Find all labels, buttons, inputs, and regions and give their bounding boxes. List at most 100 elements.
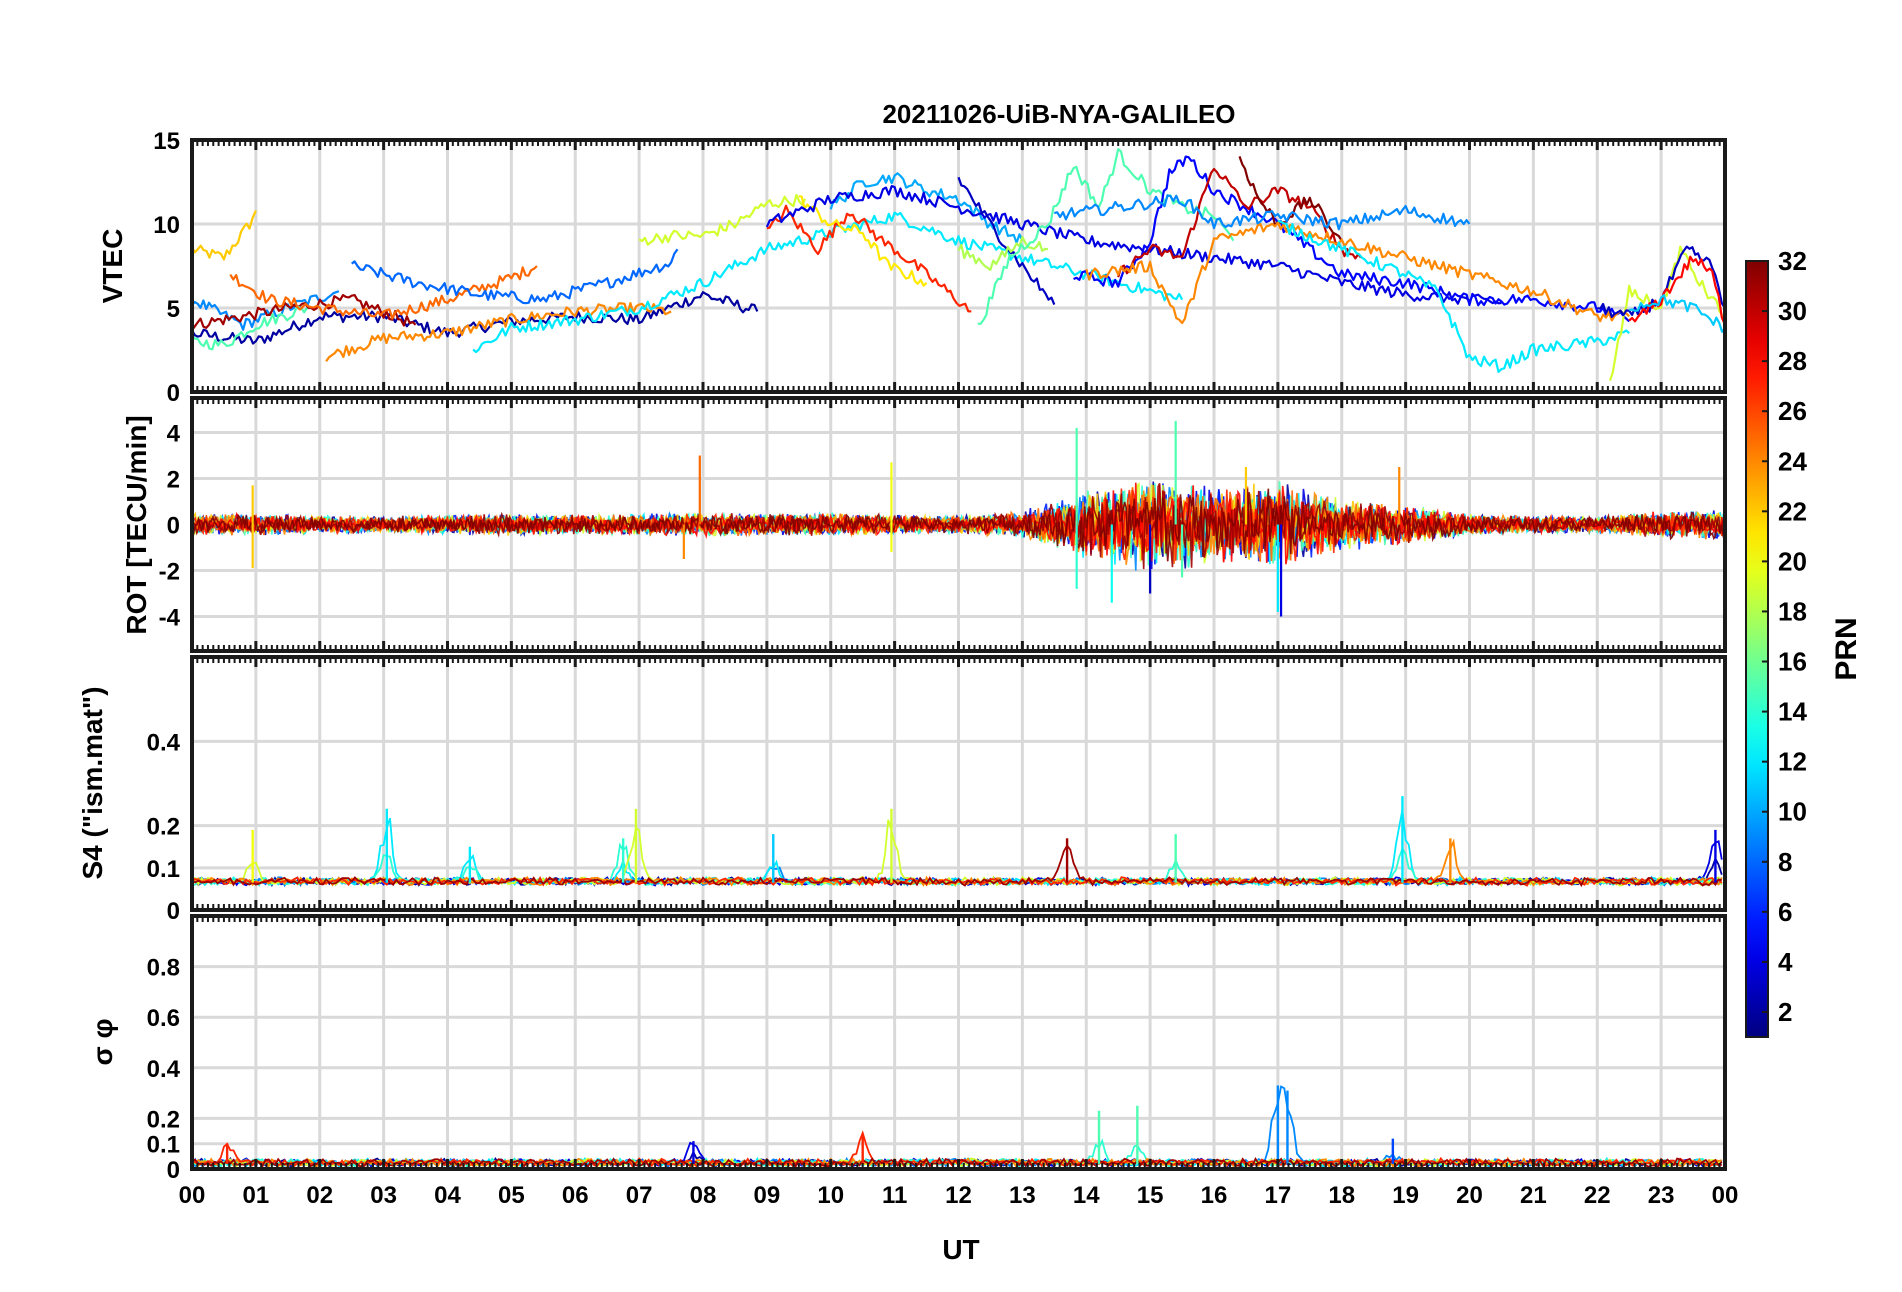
x-tick-label: 06 <box>562 1182 589 1209</box>
y-tick-label: 0 <box>167 1157 180 1184</box>
colorbar-label: PRN <box>1830 617 1863 680</box>
panel-rot: -4 -2 0 2 4 ROT [TECU/min] <box>121 396 1727 653</box>
colorbar-tick-label: 26 <box>1778 396 1807 426</box>
x-tick-label: 11 <box>882 1182 907 1209</box>
colorbar-tick-label: 8 <box>1778 847 1792 877</box>
panel-s4-data <box>192 796 1723 888</box>
y-tick-label: 0.6 <box>147 1005 180 1032</box>
y-tick-label: 0 <box>167 898 180 925</box>
colorbar-tick-label: 20 <box>1778 546 1807 576</box>
colorbar-tick-label: 22 <box>1778 496 1807 526</box>
colorbar-tick-label: 2 <box>1778 997 1792 1027</box>
x-tick-label: 00 <box>1712 1182 1739 1209</box>
y-tick-label: 10 <box>153 212 180 239</box>
colorbar-tick-label: 14 <box>1778 697 1807 727</box>
rot-trace-prn-32 <box>192 488 1725 562</box>
y-tick-label: 5 <box>167 296 180 323</box>
series-prn-4 <box>765 185 1502 305</box>
y-tick-label: 2 <box>167 467 180 494</box>
x-tick-label: 18 <box>1328 1182 1355 1209</box>
x-tick-label: 23 <box>1648 1182 1675 1209</box>
trace-prn-31 <box>192 844 1722 888</box>
y-tick-label: 0 <box>167 513 180 540</box>
series-prn-31 <box>192 294 417 331</box>
series-prn-25 <box>229 265 538 320</box>
series-prn-10 <box>829 172 1024 244</box>
x-tick-label: 08 <box>690 1182 717 1209</box>
colorbar-tick-label: 24 <box>1778 446 1807 476</box>
series-prn-9 <box>1054 194 1471 231</box>
colorbar-tick-label: 12 <box>1778 747 1807 777</box>
x-tick-label: 07 <box>626 1182 653 1209</box>
x-tick-label: 09 <box>754 1182 781 1209</box>
x-tick-label: 20 <box>1456 1182 1483 1209</box>
series-prn-24 <box>1085 221 1630 325</box>
colorbar-tick-label: 4 <box>1778 947 1793 977</box>
x-tick-label: 21 <box>1520 1182 1547 1209</box>
x-tick-label: 02 <box>306 1182 333 1209</box>
panel-vtec-data <box>192 148 1725 381</box>
series-prn-8 <box>351 248 679 305</box>
y-tick-label: 0.1 <box>147 1132 180 1159</box>
x-tick-label: 19 <box>1392 1182 1419 1209</box>
colorbar-tick-label: 28 <box>1778 346 1807 376</box>
series-prn-11 <box>1629 294 1725 333</box>
y-tick-label: 0.8 <box>147 955 180 982</box>
chart-title: 20211026-UiB-NYA-GALILEO <box>882 99 1235 129</box>
series-prn-28 <box>1628 255 1725 326</box>
x-tick-label: 13 <box>1009 1182 1036 1209</box>
colorbar-gradient <box>1745 260 1769 1038</box>
colorbar-tick-label: 32 <box>1778 246 1807 276</box>
x-tick-label: 04 <box>434 1182 461 1209</box>
series-prn-27 <box>766 204 972 313</box>
colorbar-tick-label: 18 <box>1778 596 1807 626</box>
y-tick-label: -4 <box>159 605 181 632</box>
series-prn-22 <box>192 210 257 261</box>
x-tick-label: 17 <box>1265 1182 1292 1209</box>
y-axis-label-sigma_phi: σ φ <box>87 1019 118 1066</box>
x-tick-label: 03 <box>370 1182 397 1209</box>
x-tick-label: 05 <box>498 1182 525 1209</box>
y-tick-label: 0.2 <box>147 814 180 841</box>
x-tick-label: 01 <box>243 1182 270 1209</box>
rot-trace-prn-31 <box>192 483 1725 570</box>
y-tick-label: 0 <box>167 380 180 407</box>
series-prn-12 <box>1277 219 1630 373</box>
panel-vtec: 0 5 10 15 VTEC <box>97 128 1727 407</box>
y-tick-label: -2 <box>159 559 180 586</box>
colorbar-tick-label: 16 <box>1778 647 1807 677</box>
colorbar-tick-label: 30 <box>1778 296 1807 326</box>
y-axis-label-s4: S4 ("ism.mat") <box>77 686 108 879</box>
x-axis-label: UT <box>942 1234 979 1265</box>
panel-rot-data <box>192 421 1725 617</box>
panel-s4: 0 0.1 0.2 0.4 S4 ("ism.mat") <box>77 655 1727 925</box>
series-prn-18 <box>957 236 1049 271</box>
x-tick-label: 10 <box>817 1182 844 1209</box>
y-axis-label-vtec: VTEC <box>97 229 128 304</box>
y-tick-label: 0.4 <box>147 1056 181 1083</box>
series-prn-15 <box>977 148 1235 325</box>
x-tick-label: 15 <box>1137 1182 1164 1209</box>
series-prn-15 <box>192 305 308 351</box>
y-tick-label: 4 <box>167 421 181 448</box>
y-tick-label: 0.4 <box>147 729 181 756</box>
series-prn-19 <box>638 193 807 246</box>
y-axis-label-rot: ROT [TECU/min] <box>121 415 152 634</box>
x-tick-label: 12 <box>945 1182 972 1209</box>
x-tick-label: 14 <box>1073 1182 1100 1209</box>
x-tick-label: 00 <box>179 1182 206 1209</box>
x-tick-label: 16 <box>1201 1182 1228 1209</box>
series-prn-5 <box>1073 155 1630 323</box>
y-tick-label: 0.1 <box>147 856 180 883</box>
y-tick-label: 0.2 <box>147 1106 180 1133</box>
colorbar-tick-label: 10 <box>1778 797 1807 827</box>
colorbar-tick-label: 6 <box>1778 897 1792 927</box>
x-tick-label: 22 <box>1584 1182 1611 1209</box>
series-prn-21 <box>798 195 928 287</box>
y-tick-label: 15 <box>153 128 180 155</box>
panel-sigma_phi: 00.10.2 0.4 0.6 0.8 σ φ <box>87 914 1727 1184</box>
